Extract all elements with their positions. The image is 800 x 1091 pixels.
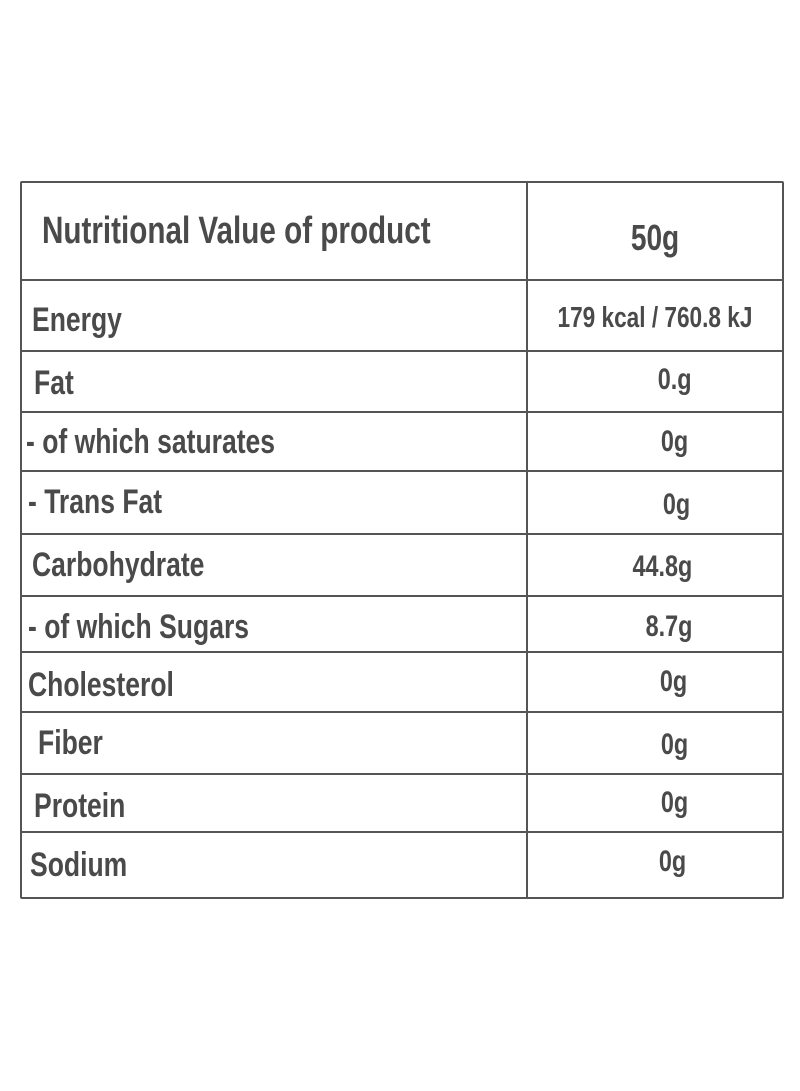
row-value: 0g	[661, 424, 689, 458]
header-value-cell: 50g	[528, 183, 782, 279]
row-value-cell: 179 kcal / 760.8 kJ	[528, 281, 782, 350]
row-label: Fat	[34, 364, 74, 402]
row-label: Sodium	[30, 845, 128, 884]
row-label-cell: Fat	[22, 352, 528, 411]
table-row-trans-fat: - Trans Fat 0g	[22, 470, 782, 533]
row-label: Carbohydrate	[32, 545, 205, 584]
table-row-fiber: Fiber 0g	[22, 711, 782, 773]
row-value: 0g	[659, 845, 687, 878]
table-row-fat: Fat 0.g	[22, 350, 782, 411]
table-row-carbohydrate: Carbohydrate 44.8g	[22, 533, 782, 595]
table-row-energy: Energy 179 kcal / 760.8 kJ	[22, 279, 782, 350]
row-value-cell: 0g	[528, 713, 782, 773]
row-label-cell: Protein	[22, 775, 528, 831]
table-row-cholesterol: Cholesterol 0g	[22, 651, 782, 711]
row-label: Fiber	[38, 723, 103, 762]
row-label-cell: Carbohydrate	[22, 535, 528, 595]
row-label: Cholesterol	[28, 665, 174, 704]
table-row-protein: Protein 0g	[22, 773, 782, 831]
row-value: 0.g	[658, 362, 692, 396]
row-value-cell: 0g	[528, 775, 782, 831]
header-label: Nutritional Value of product	[42, 209, 431, 252]
row-value-cell: 0g	[528, 653, 782, 711]
table-row-sodium: Sodium 0g	[22, 831, 782, 897]
row-label-cell: - of which Sugars	[22, 597, 528, 651]
row-label: - of which Sugars	[28, 607, 250, 646]
row-label: - Trans Fat	[28, 483, 163, 521]
row-label: Protein	[34, 786, 126, 825]
nutrition-table: Nutritional Value of product 50g Energy …	[20, 181, 784, 899]
table-row-sugars: - of which Sugars 8.7g	[22, 595, 782, 651]
header-serving-size: 50g	[630, 217, 680, 258]
row-value-cell: 0g	[528, 833, 782, 897]
row-label-cell: Cholesterol	[22, 653, 528, 711]
row-value: 44.8g	[632, 550, 692, 583]
row-value: 0g	[661, 728, 689, 761]
row-label-cell: Fiber	[22, 713, 528, 773]
row-label-cell: - Trans Fat	[22, 472, 528, 533]
row-value: 0g	[663, 487, 691, 521]
table-row-saturates: - of which saturates 0g	[22, 411, 782, 470]
row-label: - of which saturates	[26, 423, 276, 461]
row-value-cell: 0g	[528, 413, 782, 470]
row-value-cell: 0.g	[528, 352, 782, 411]
row-value: 0g	[660, 665, 688, 698]
row-value: 179 kcal / 760.8 kJ	[557, 302, 753, 334]
table-header-row: Nutritional Value of product 50g	[22, 183, 782, 279]
row-label-cell: - of which saturates	[22, 413, 528, 470]
header-label-cell: Nutritional Value of product	[22, 183, 528, 279]
row-label: Energy	[32, 301, 122, 339]
row-value: 0g	[661, 786, 689, 819]
row-label-cell: Sodium	[22, 833, 528, 897]
row-value-cell: 8.7g	[528, 597, 782, 651]
row-value-cell: 0g	[528, 472, 782, 533]
row-value-cell: 44.8g	[528, 535, 782, 595]
row-value: 8.7g	[645, 610, 693, 643]
row-label-cell: Energy	[22, 281, 528, 350]
